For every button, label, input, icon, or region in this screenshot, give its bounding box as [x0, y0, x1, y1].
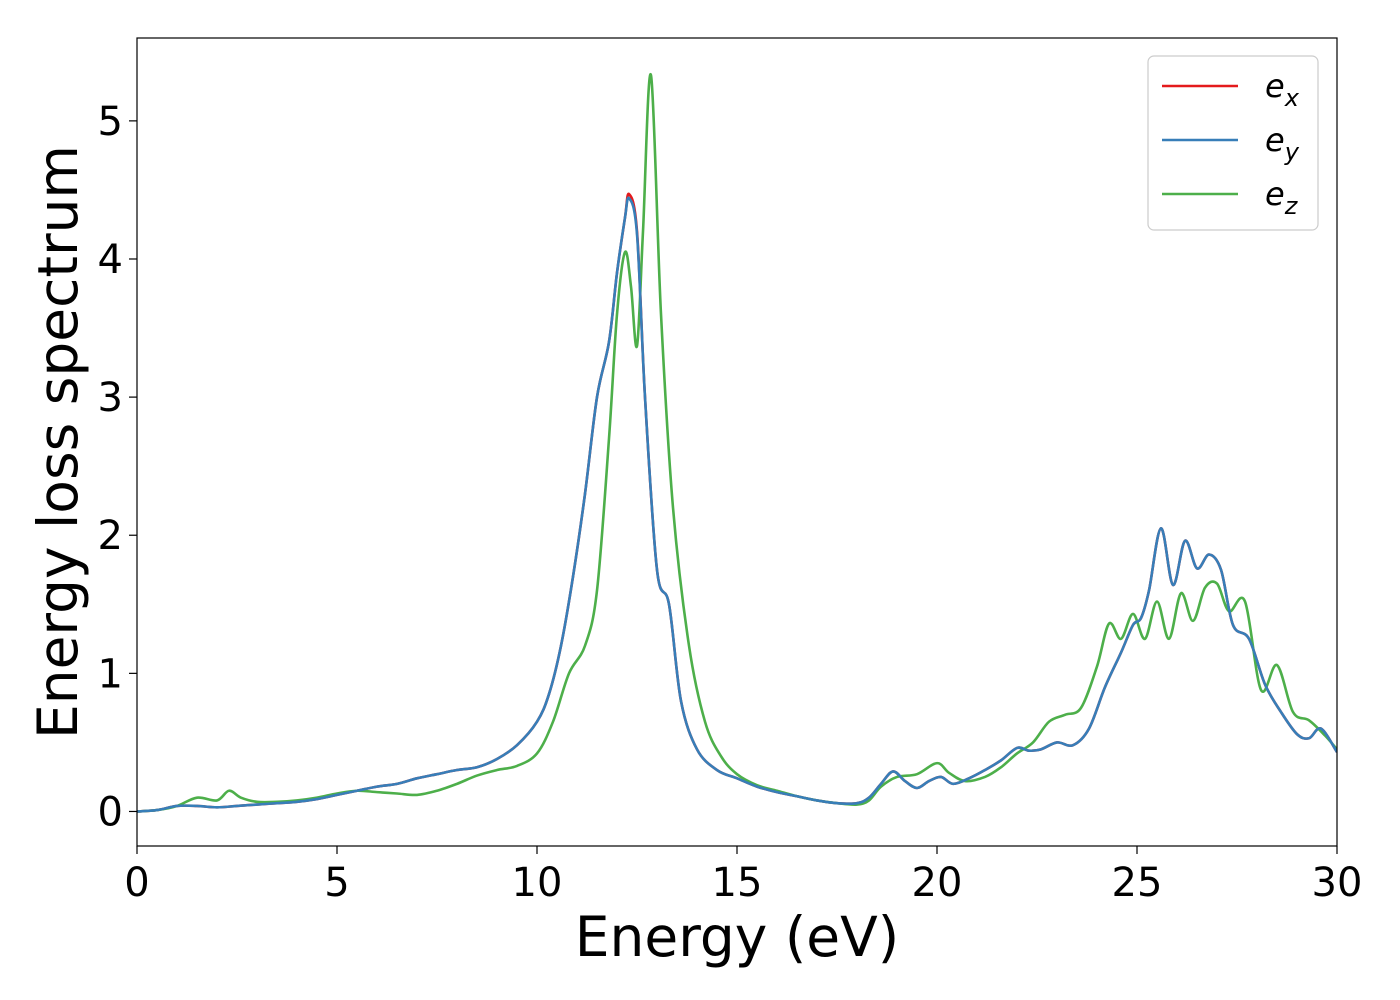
- y-tick-label: 0: [98, 789, 123, 835]
- x-tick-label: 0: [124, 860, 149, 906]
- y-tick-label: 4: [98, 237, 123, 283]
- y-tick-label: 3: [98, 375, 123, 421]
- x-axis-label: Energy (eV): [575, 905, 899, 969]
- y-tick-label: 5: [98, 99, 123, 145]
- series-line-ez: [137, 73, 1337, 813]
- y-axis-label: Energy loss spectrum: [26, 145, 90, 739]
- x-tick-label: 25: [1112, 860, 1163, 906]
- y-axis: 0 1 2 3 4 5: [98, 99, 137, 835]
- x-tick-label: 10: [512, 860, 563, 906]
- plot-area: [137, 73, 1337, 813]
- y-tick-label: 2: [98, 513, 123, 559]
- y-tick-label: 1: [98, 651, 123, 697]
- legend-box: [1147, 55, 1319, 231]
- series-line-ey: [137, 196, 1337, 813]
- x-tick-label: 20: [912, 860, 963, 906]
- x-axis: 0 5 10 15 20 25 30: [124, 846, 1362, 906]
- series-line-ex: [137, 192, 1337, 813]
- x-tick-label: 5: [324, 860, 349, 906]
- x-tick-label: 30: [1312, 860, 1363, 906]
- x-tick-label: 15: [712, 860, 763, 906]
